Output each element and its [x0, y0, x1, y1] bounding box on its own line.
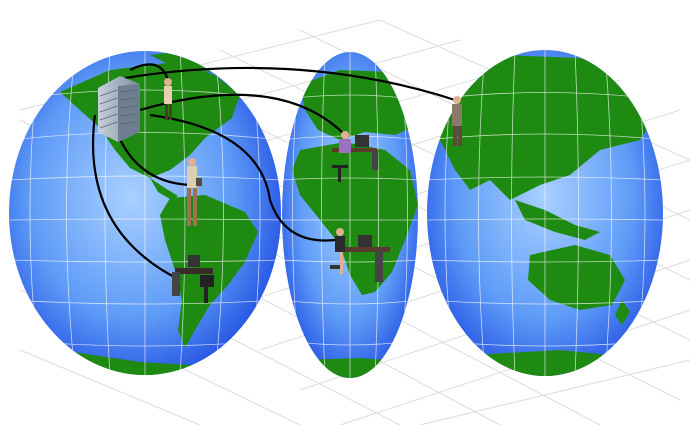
office-building	[98, 76, 140, 142]
land-asia	[428, 55, 660, 200]
cable-to-africa	[149, 113, 336, 242]
land-europe	[300, 70, 418, 140]
land-new-zealand	[615, 300, 630, 325]
land-antarctica-east	[460, 350, 660, 376]
cable-to-europe	[139, 93, 346, 136]
globe-lobe-americas	[9, 51, 281, 375]
cable-to-south-america-man	[116, 134, 196, 187]
workstation-africa	[330, 228, 390, 282]
network-cables	[91, 63, 456, 281]
cable-to-east-asia	[124, 66, 456, 102]
workstation-south-america	[172, 255, 214, 303]
land-central-america	[150, 178, 178, 200]
globe-lobe-asia-oceania	[427, 50, 663, 376]
person-woman-standing	[164, 78, 172, 120]
globe-lobe-europe-africa	[282, 52, 418, 378]
workstation-europe	[332, 131, 378, 182]
person-man-standing-asia	[452, 96, 462, 146]
cable-to-workstation-sa	[91, 114, 181, 281]
land-africa	[292, 142, 418, 295]
person-man-with-bag-south-america	[187, 158, 202, 226]
cable-to-standing-woman	[129, 63, 170, 81]
